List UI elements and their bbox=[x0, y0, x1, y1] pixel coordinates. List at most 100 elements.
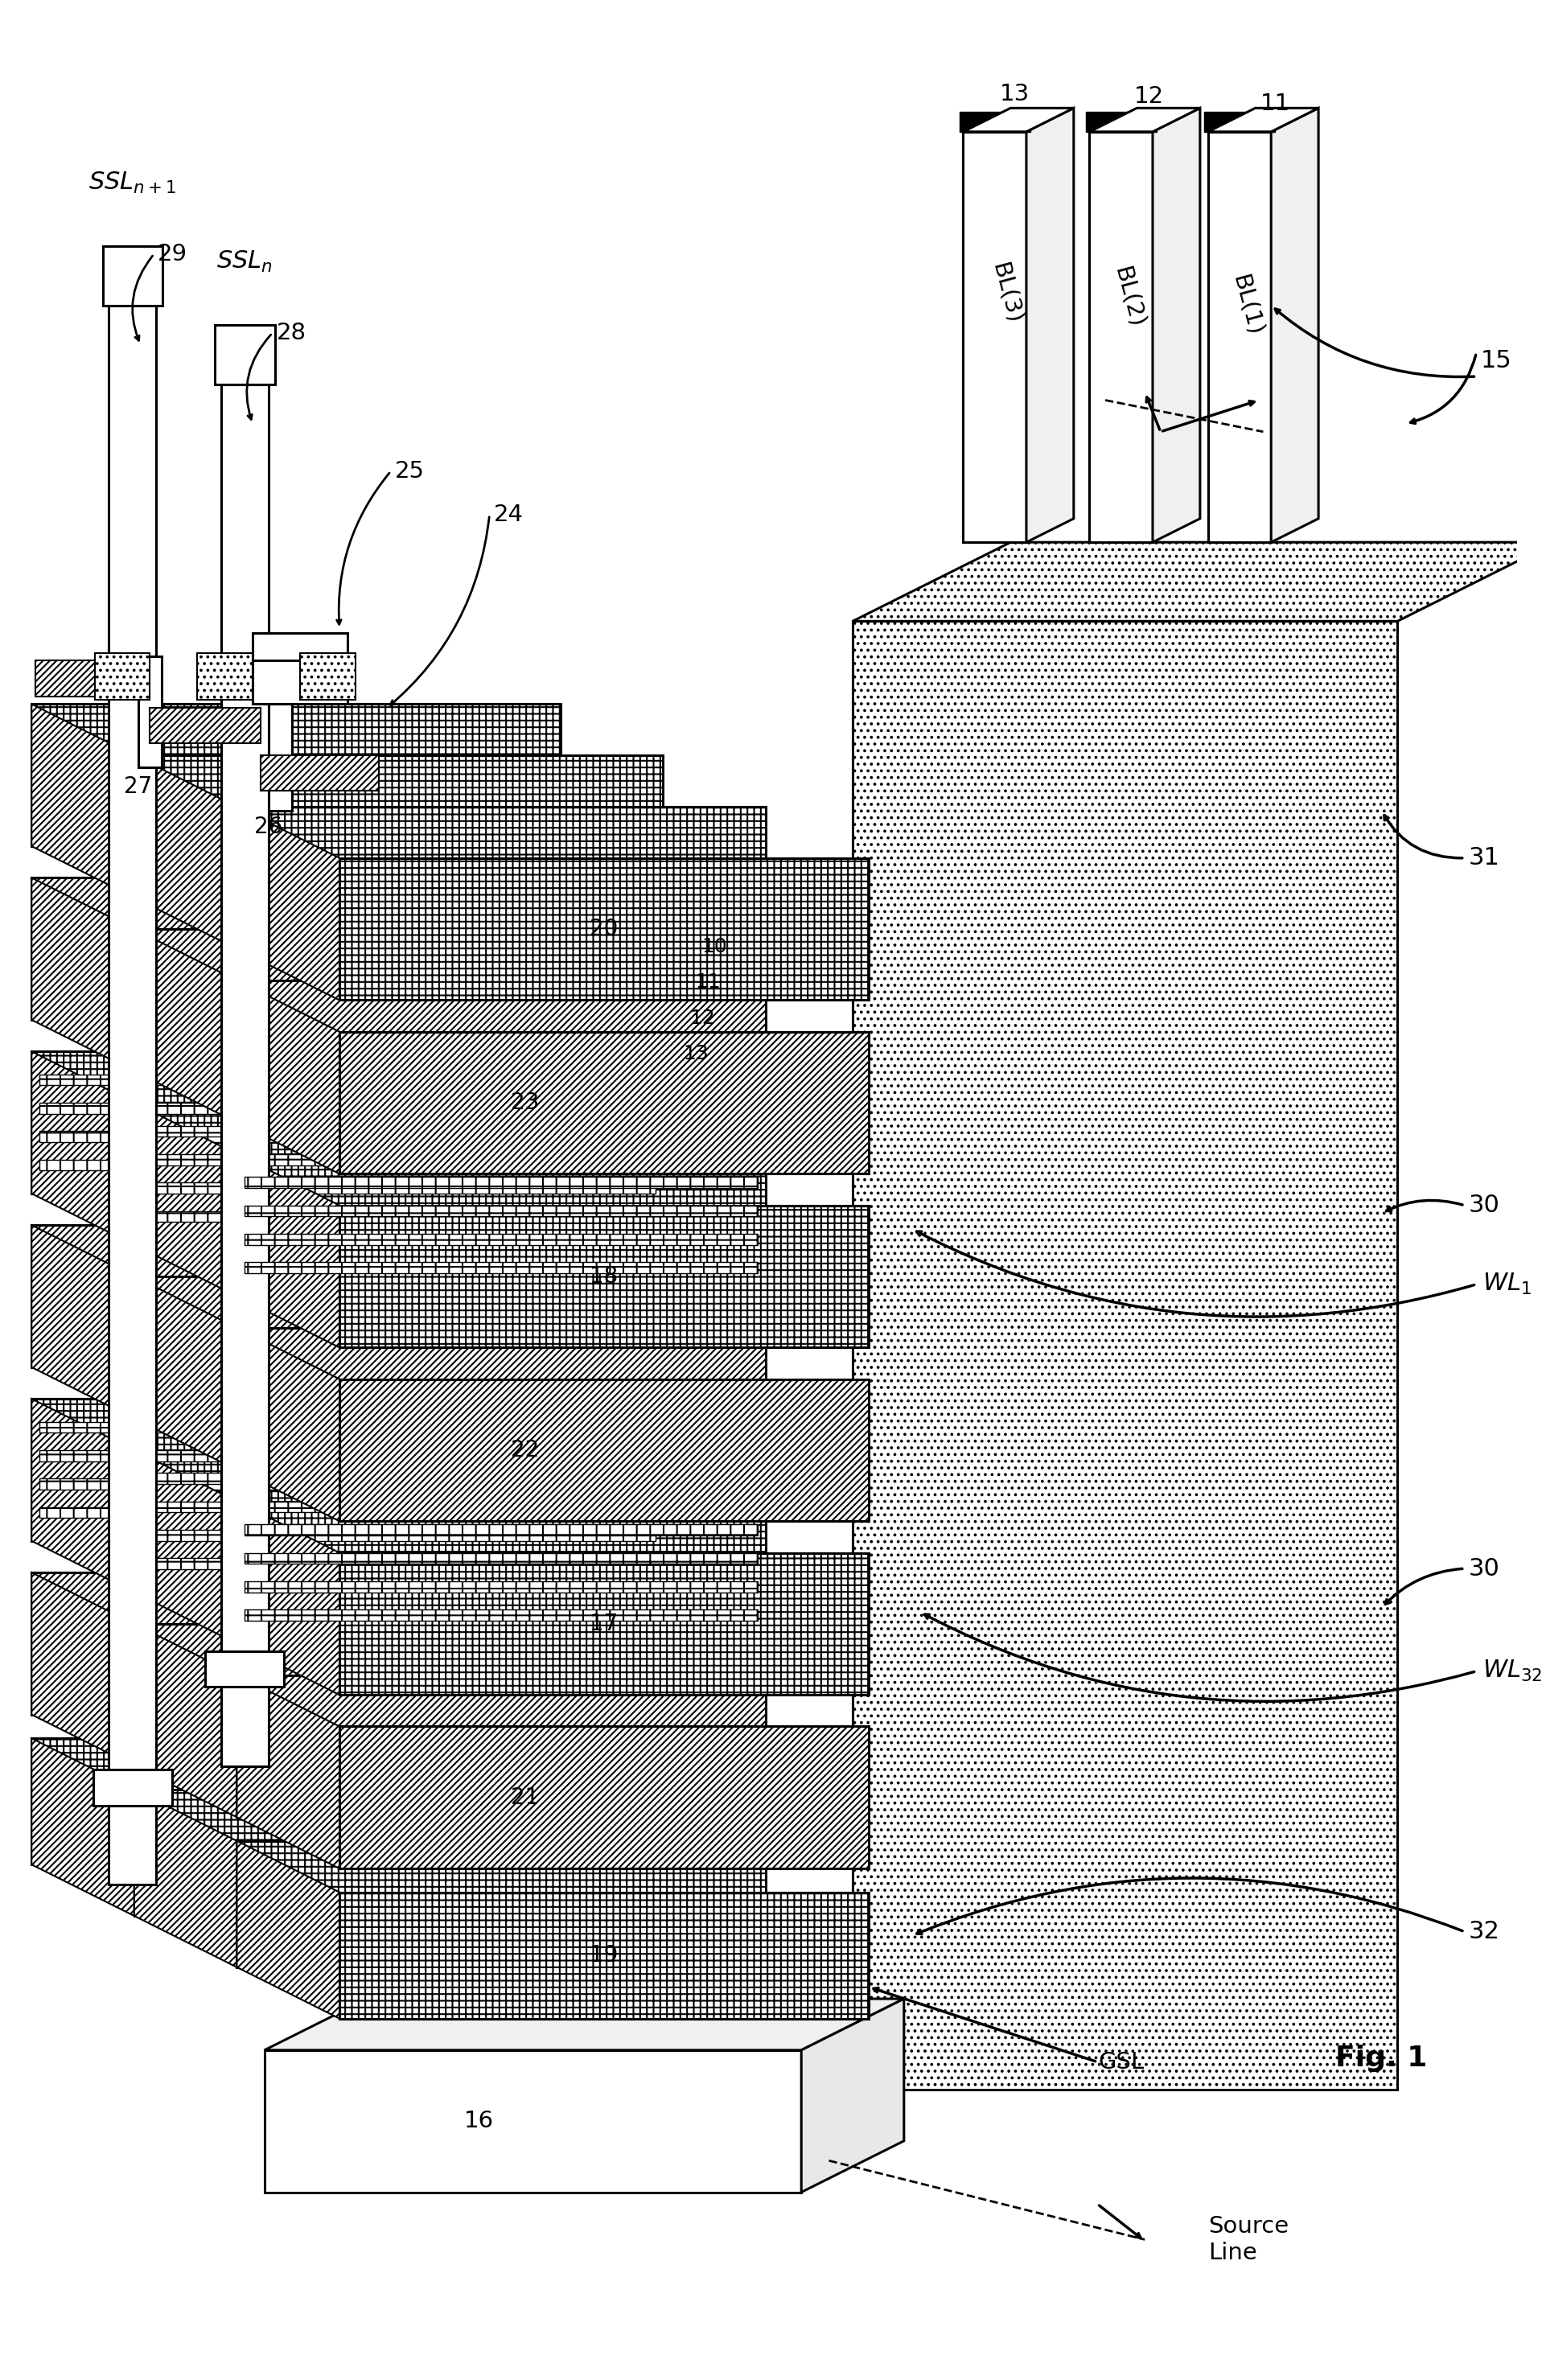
Polygon shape bbox=[340, 1552, 869, 1695]
Text: 30: 30 bbox=[1469, 1557, 1500, 1580]
Text: 32: 32 bbox=[1469, 1921, 1500, 1944]
Polygon shape bbox=[340, 1204, 869, 1347]
Text: GSL: GSL bbox=[1098, 2052, 1144, 2073]
Text: 29: 29 bbox=[158, 243, 187, 264]
Bar bbox=[94, 652, 150, 700]
Bar bbox=[142, 1559, 656, 1568]
Polygon shape bbox=[1153, 107, 1200, 543]
Polygon shape bbox=[237, 981, 765, 1123]
Text: 23: 23 bbox=[510, 1092, 540, 1114]
Text: 18: 18 bbox=[589, 1266, 618, 1288]
Bar bbox=[1085, 112, 1156, 131]
Bar bbox=[142, 1154, 656, 1166]
Bar bbox=[244, 1233, 758, 1245]
Bar bbox=[40, 1421, 552, 1433]
Polygon shape bbox=[237, 1502, 765, 1645]
Text: 15: 15 bbox=[1481, 350, 1512, 371]
Text: 13: 13 bbox=[683, 1045, 708, 1064]
Bar bbox=[40, 1130, 552, 1142]
Polygon shape bbox=[963, 107, 1074, 131]
Bar bbox=[40, 1073, 552, 1085]
Text: 30: 30 bbox=[1469, 1195, 1500, 1216]
Polygon shape bbox=[853, 543, 1546, 621]
Text: 22: 22 bbox=[510, 1440, 540, 1461]
Bar bbox=[252, 633, 348, 664]
Text: 11: 11 bbox=[696, 973, 720, 992]
Bar bbox=[215, 326, 275, 383]
Polygon shape bbox=[1271, 107, 1319, 543]
Bar bbox=[221, 383, 269, 1766]
Polygon shape bbox=[31, 1226, 135, 1418]
Bar bbox=[244, 1178, 758, 1188]
Text: 25: 25 bbox=[394, 459, 425, 483]
Text: 20: 20 bbox=[589, 919, 618, 940]
Polygon shape bbox=[31, 704, 561, 847]
Polygon shape bbox=[135, 1790, 237, 1968]
Polygon shape bbox=[1207, 107, 1319, 131]
Text: 17: 17 bbox=[589, 1614, 618, 1635]
Polygon shape bbox=[237, 1154, 340, 1347]
Polygon shape bbox=[237, 1154, 765, 1297]
Polygon shape bbox=[237, 1328, 340, 1521]
Polygon shape bbox=[31, 1737, 561, 1864]
Polygon shape bbox=[237, 1840, 765, 1968]
Bar bbox=[40, 1102, 552, 1114]
Polygon shape bbox=[135, 1102, 237, 1297]
Bar bbox=[36, 662, 150, 697]
Text: Source
Line: Source Line bbox=[1207, 2216, 1288, 2263]
Bar bbox=[244, 1609, 758, 1621]
Text: $WL_{32}$: $WL_{32}$ bbox=[1483, 1659, 1543, 1683]
Polygon shape bbox=[135, 754, 663, 897]
Bar bbox=[244, 1552, 758, 1564]
Text: 13: 13 bbox=[1000, 83, 1030, 105]
Polygon shape bbox=[135, 1276, 237, 1471]
Polygon shape bbox=[31, 1052, 135, 1245]
Bar bbox=[150, 707, 261, 743]
Text: 31: 31 bbox=[1469, 847, 1500, 869]
Polygon shape bbox=[31, 1052, 561, 1192]
Bar bbox=[264, 2049, 801, 2192]
Bar bbox=[142, 1183, 656, 1192]
Text: $SSL_n$: $SSL_n$ bbox=[216, 250, 272, 274]
Bar bbox=[252, 662, 348, 704]
Bar bbox=[261, 754, 379, 790]
Text: $SSL_{n+1}$: $SSL_{n+1}$ bbox=[88, 171, 176, 195]
Bar bbox=[142, 1211, 656, 1221]
Polygon shape bbox=[135, 1276, 663, 1418]
Bar bbox=[138, 657, 162, 766]
Bar bbox=[198, 652, 252, 700]
Polygon shape bbox=[31, 1573, 561, 1714]
Text: 12: 12 bbox=[690, 1009, 714, 1028]
Text: BL(3): BL(3) bbox=[988, 259, 1025, 326]
Polygon shape bbox=[340, 1031, 869, 1173]
Text: 19: 19 bbox=[589, 1944, 618, 1966]
Bar bbox=[142, 1473, 656, 1485]
Text: $WL_1$: $WL_1$ bbox=[1483, 1271, 1532, 1297]
Polygon shape bbox=[1027, 107, 1074, 543]
Text: 28: 28 bbox=[277, 321, 306, 345]
Polygon shape bbox=[237, 981, 340, 1173]
Bar bbox=[1204, 112, 1275, 131]
Text: 21: 21 bbox=[510, 1787, 540, 1809]
Text: Fig. 1: Fig. 1 bbox=[1336, 2044, 1427, 2071]
Text: 16: 16 bbox=[464, 2111, 495, 2132]
Bar bbox=[244, 1580, 758, 1592]
Bar bbox=[244, 1523, 758, 1535]
Bar bbox=[40, 1159, 552, 1171]
Polygon shape bbox=[31, 878, 561, 1021]
Polygon shape bbox=[135, 928, 237, 1123]
Polygon shape bbox=[340, 859, 869, 1000]
Polygon shape bbox=[237, 807, 765, 950]
Polygon shape bbox=[801, 1999, 904, 2192]
Polygon shape bbox=[340, 1892, 869, 2018]
Polygon shape bbox=[135, 1449, 663, 1592]
Bar bbox=[142, 1530, 656, 1540]
Polygon shape bbox=[237, 1328, 765, 1471]
Polygon shape bbox=[135, 1102, 663, 1245]
Polygon shape bbox=[340, 1378, 869, 1521]
Text: 24: 24 bbox=[493, 502, 523, 526]
Polygon shape bbox=[135, 754, 237, 950]
Bar bbox=[244, 1261, 758, 1273]
Bar bbox=[40, 1507, 552, 1518]
Text: 27: 27 bbox=[124, 776, 153, 797]
